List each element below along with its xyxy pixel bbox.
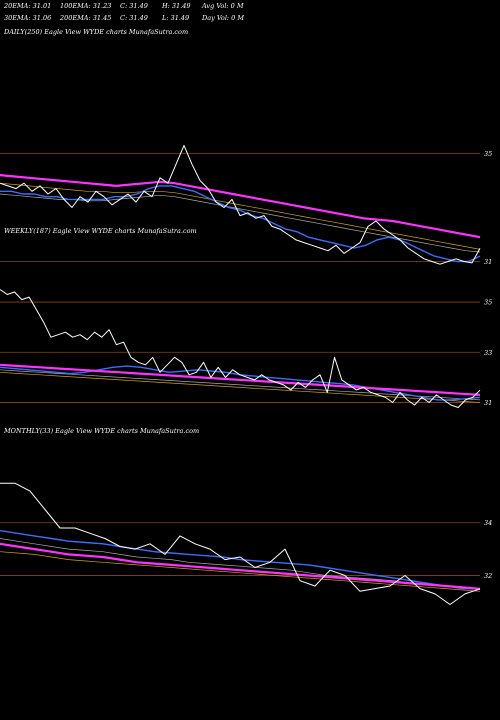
monthly-y-tick-label: 34	[484, 519, 492, 527]
weekly-chart-title: WEEKLY(187) Eagle View WYDE charts Munaf…	[4, 227, 197, 235]
weekly-ema-mid-line	[0, 371, 481, 403]
weekly-ema-gray-line	[0, 369, 481, 401]
monthly-y-tick-label: 32	[484, 572, 492, 580]
header-day-vol: Day Vol: 0 M	[201, 14, 244, 22]
header-ema200: 200EMA: 31.45	[59, 14, 111, 22]
weekly-ema-short-line	[0, 365, 481, 401]
daily-ema-long-line	[0, 174, 481, 239]
header-ema100: 100EMA: 31.23	[60, 2, 111, 10]
weekly-price-line	[0, 289, 481, 408]
monthly-ema-long-line	[0, 542, 481, 590]
daily-price-line	[0, 144, 481, 265]
header-low: L: 31.49	[161, 14, 189, 22]
weekly-ema-long-line	[0, 363, 481, 396]
daily-ema-gray-line	[0, 193, 481, 253]
daily-y-tick-label: 35	[484, 150, 492, 158]
daily-y-tick-label: 31	[484, 258, 492, 266]
header-avg-vol: Avg Vol: 0 M	[201, 2, 244, 10]
header-close-2: C: 31.49	[120, 14, 148, 22]
weekly-y-tick-label: 35	[484, 299, 492, 307]
weekly-y-tick-label: 31	[484, 399, 492, 407]
monthly-ema-mid-line	[0, 551, 481, 592]
daily-ema-mid-line	[0, 182, 481, 250]
header-ema30: 30EMA: 31.06	[4, 14, 51, 22]
header-high: H: 31.49	[161, 2, 191, 10]
header-close-1: C: 31.49	[120, 2, 148, 10]
header-ema20: 20EMA: 31.01	[3, 2, 51, 10]
weekly-y-tick-label: 33	[484, 349, 492, 357]
daily-chart-title: DAILY(250) Eagle View WYDE charts Munafa…	[3, 28, 188, 36]
monthly-ema-gray-line	[0, 538, 481, 589]
monthly-chart-title: MONTHLY(33) Eagle View WYDE charts Munaf…	[3, 427, 199, 435]
monthly-price-line	[0, 482, 481, 605]
